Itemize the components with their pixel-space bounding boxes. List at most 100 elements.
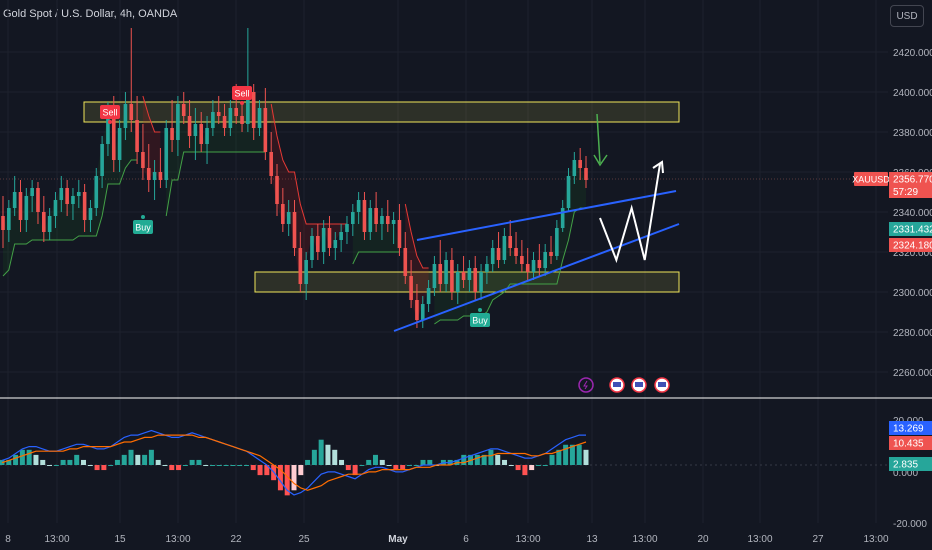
candle-body xyxy=(426,288,431,304)
candle-body xyxy=(88,208,93,220)
candle-body xyxy=(76,192,81,196)
flag-icon-stripes xyxy=(613,382,621,387)
candle-body xyxy=(59,188,64,200)
signal-label: Sell xyxy=(102,108,117,118)
candle-body xyxy=(537,260,542,268)
time-tick-label: 13:00 xyxy=(747,534,772,545)
macd-histogram-bar xyxy=(237,465,243,466)
macd-histogram-bar xyxy=(74,454,80,465)
candle-body xyxy=(490,248,495,264)
candle-body xyxy=(111,116,116,160)
signal-buy: Buy xyxy=(470,308,490,327)
candle-body xyxy=(298,248,303,284)
macd-histogram-bar xyxy=(406,465,412,466)
candle-body xyxy=(187,116,192,136)
candle-body xyxy=(24,196,29,220)
macd-histogram-bar xyxy=(474,454,480,465)
candle-body xyxy=(82,192,87,220)
macd-histogram-bar xyxy=(311,449,317,465)
down-arrow xyxy=(596,113,601,164)
price-tick-label: 2260.000 xyxy=(893,368,932,379)
macd-histogram-bar xyxy=(386,465,392,466)
macd-tick-label: 0.000 xyxy=(893,468,918,479)
macd-histogram-bar xyxy=(250,465,256,471)
macd-histogram-bar xyxy=(26,449,32,465)
time-tick-label: 13:00 xyxy=(44,534,69,545)
time-tick-label: 13 xyxy=(586,534,598,545)
time-tick-label: 20 xyxy=(697,534,709,545)
macd-histogram-bar xyxy=(318,439,324,465)
macd-histogram-bar xyxy=(182,465,188,466)
price-tick-label: 2320.000 xyxy=(893,248,932,259)
candle-body xyxy=(170,128,174,140)
macd-histogram-bar xyxy=(196,459,202,465)
candle-body xyxy=(508,236,513,248)
macd-histogram-bar xyxy=(60,459,66,465)
macd-histogram-bar xyxy=(481,454,487,465)
macd-pane xyxy=(0,429,888,496)
candle-body xyxy=(234,108,239,116)
time-axis[interactable]: 8 13:00 15 13:00 22 25 May 6 13:00 13 13:00 20 13:00… xyxy=(5,534,889,545)
candle-body xyxy=(129,104,134,120)
macd-histogram-bar xyxy=(53,465,59,466)
macd-histogram-bar xyxy=(47,465,53,466)
currency-button[interactable]: USD xyxy=(890,5,924,27)
candle-body xyxy=(65,188,69,204)
candle-body xyxy=(18,192,23,220)
time-tick-label: May xyxy=(388,534,408,545)
candle-body xyxy=(356,200,361,212)
candle-body xyxy=(339,232,343,240)
supertrend-line xyxy=(404,203,429,269)
candle-body xyxy=(514,248,518,256)
signal-dot xyxy=(478,308,482,312)
candle-body xyxy=(158,172,163,180)
candle-body xyxy=(146,168,151,180)
macd-histogram-bar xyxy=(142,454,148,465)
macd-histogram-bar xyxy=(488,449,494,465)
candle-body xyxy=(269,152,273,176)
candle-body xyxy=(193,124,198,136)
candle-body xyxy=(205,128,209,144)
candle-body xyxy=(485,264,489,272)
lightning-icon xyxy=(578,377,594,393)
candle-body xyxy=(578,160,582,168)
macd-histogram-bar xyxy=(508,465,514,466)
candle-body xyxy=(47,216,52,232)
candle-body xyxy=(251,92,256,128)
candle-body xyxy=(30,188,34,196)
candle-body xyxy=(275,176,279,204)
candle-body xyxy=(584,168,588,180)
macd-histogram-bar xyxy=(325,444,331,465)
trendlines xyxy=(393,113,680,332)
candle-body xyxy=(211,112,215,128)
macd-histogram-bar xyxy=(121,454,127,465)
candle-body xyxy=(117,128,122,160)
flag-icon-stripes xyxy=(658,382,666,387)
candles xyxy=(1,28,588,328)
candle-body xyxy=(391,220,396,224)
candle-body xyxy=(286,212,291,224)
macd-histogram-bar xyxy=(162,465,168,466)
chart-title: Gold Spot / U.S. Dollar, 4h, OANDA xyxy=(3,8,178,20)
time-tick-label: 15 xyxy=(114,534,126,545)
signal-sell: Sell xyxy=(100,105,120,124)
macd-histogram-bar xyxy=(495,454,501,465)
candle-body xyxy=(525,264,530,272)
lightning-bolt xyxy=(583,380,588,390)
price-tick-label: 2280.000 xyxy=(893,328,932,339)
signal-label: Buy xyxy=(135,223,151,233)
symbol-tag xyxy=(854,172,888,186)
signal-label: Sell xyxy=(234,89,249,99)
zones xyxy=(83,101,680,293)
macd-histogram-bar xyxy=(243,465,249,466)
candle-body xyxy=(135,120,139,152)
signal-badge xyxy=(232,86,252,100)
signal-badge xyxy=(133,220,153,234)
candle-body xyxy=(216,112,221,116)
macd-histogram-bar xyxy=(264,465,270,476)
macd-histogram-bar xyxy=(216,465,222,466)
signal-dot xyxy=(240,101,244,105)
macd-histogram-bar xyxy=(427,459,433,465)
candle-body xyxy=(94,176,99,208)
